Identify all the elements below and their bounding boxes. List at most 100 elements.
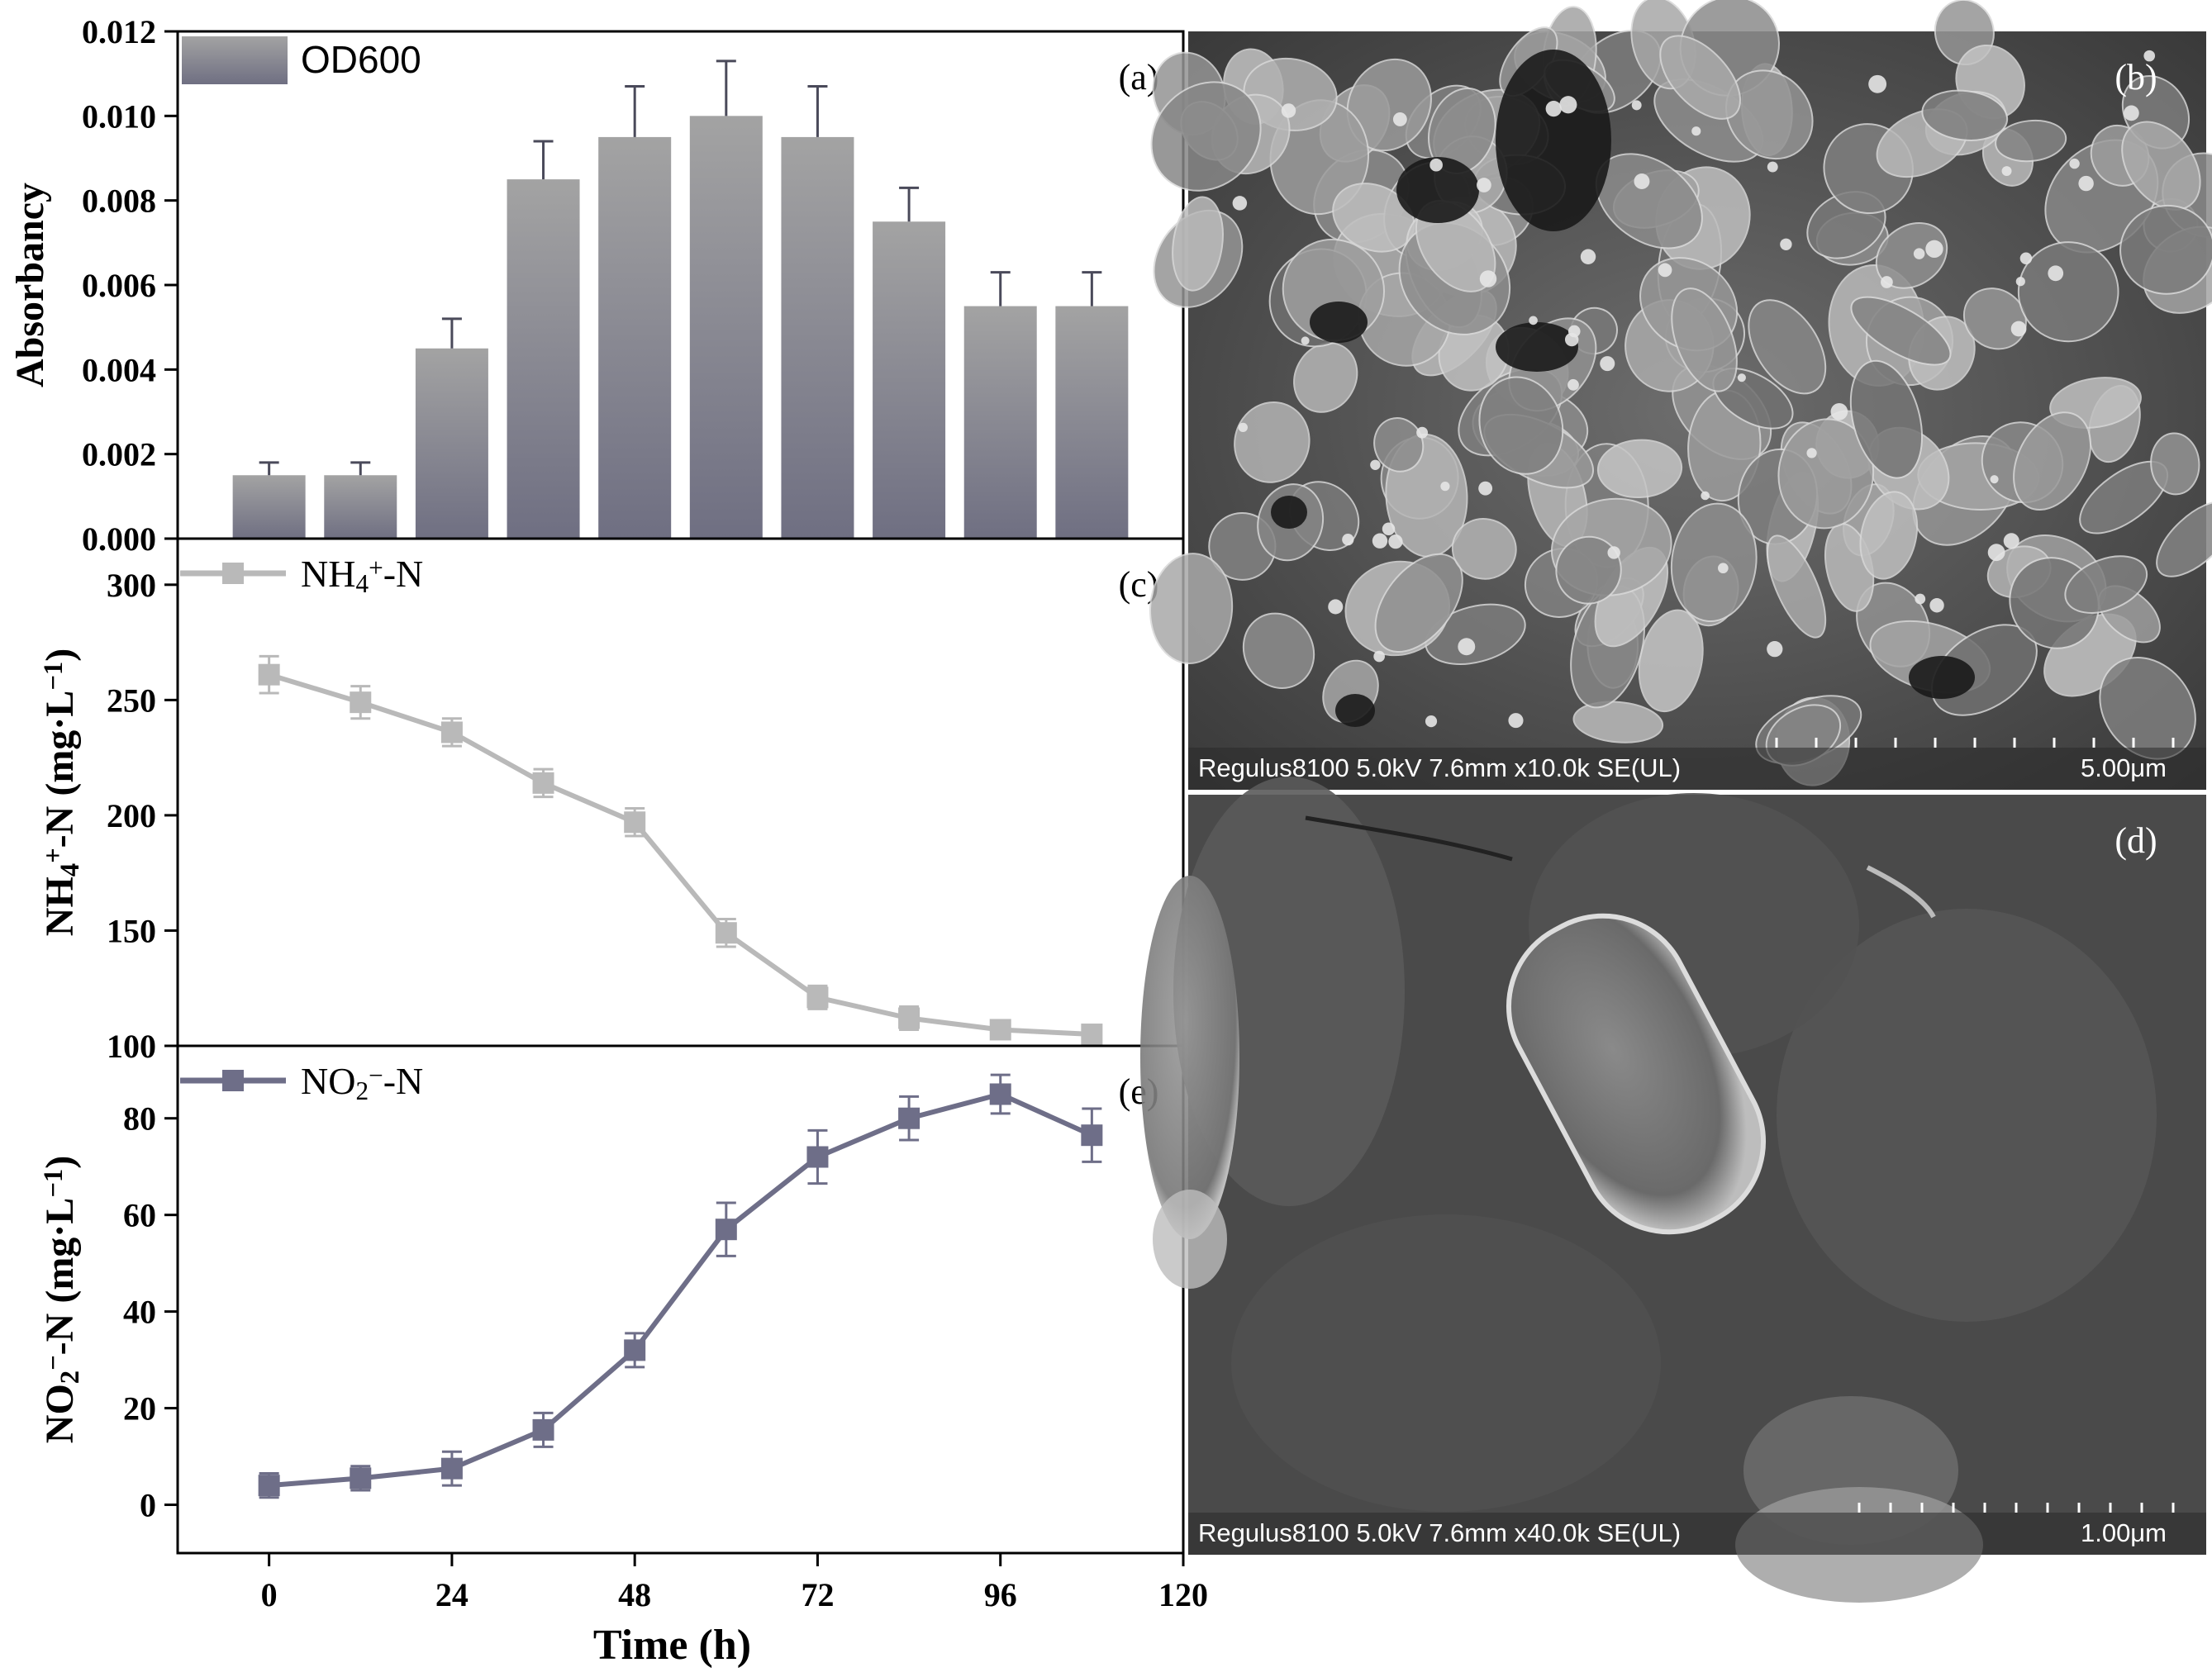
data-point xyxy=(715,1219,737,1241)
sem-image-d-texture xyxy=(1140,777,2157,1603)
sem-granule xyxy=(2078,175,2094,192)
sem-cell xyxy=(1638,609,1704,713)
y-tick-label: 40 xyxy=(123,1294,156,1331)
sem-granule xyxy=(1881,276,1893,288)
sem-cell xyxy=(1596,439,1683,498)
bar xyxy=(598,136,672,539)
sem-cell xyxy=(1172,196,1224,292)
data-point xyxy=(258,663,280,686)
sem-cell xyxy=(2017,241,2119,343)
sem-granule xyxy=(1564,332,1579,347)
sem-image-b: Regulus8100 5.0kV 7.6mm x10.0k SE(UL) 5.… xyxy=(1149,0,2212,790)
sem-cell xyxy=(2150,432,2200,496)
sem-cell xyxy=(1748,299,1827,395)
y-tick-label: 0.010 xyxy=(82,97,156,135)
sem-cell xyxy=(1875,222,1948,289)
sem-cell xyxy=(1725,69,1814,160)
bar xyxy=(415,348,488,539)
y-tick-label: 0.008 xyxy=(82,183,156,220)
sem-granule xyxy=(1370,459,1381,470)
sem-cell xyxy=(1777,418,1875,530)
sem-granule xyxy=(2124,105,2139,121)
sem-cell xyxy=(1859,491,1919,580)
sem-granule xyxy=(1580,249,1596,264)
sem-cell xyxy=(1293,342,1358,413)
x-tick-label: 48 xyxy=(618,1576,651,1613)
bar xyxy=(689,116,763,539)
sem-granule xyxy=(1868,74,1887,93)
data-point xyxy=(350,691,372,714)
sem-image-d-scale: 1.00μm xyxy=(2081,1518,2167,1547)
sem-cell xyxy=(1425,603,1526,665)
y-tick-label: 0.012 xyxy=(82,13,156,50)
sem-cell xyxy=(1671,287,1738,392)
data-point xyxy=(806,986,829,1009)
data-point xyxy=(989,1083,1011,1105)
sem-cell xyxy=(1150,81,1262,192)
x-tick-label: 120 xyxy=(1158,1576,1208,1613)
x-tick-label: 72 xyxy=(801,1576,834,1613)
data-point xyxy=(806,1146,829,1168)
legend-label: OD600 xyxy=(301,38,421,81)
y-tick-label: 0.000 xyxy=(82,520,156,558)
sem-granule xyxy=(1780,238,1792,250)
sem-granule xyxy=(1567,378,1579,391)
bar xyxy=(781,136,854,539)
y-tick-label: 80 xyxy=(123,1100,156,1138)
sem-granule xyxy=(1529,316,1538,325)
sem-granule xyxy=(1382,522,1396,536)
sem-granule xyxy=(1806,448,1817,458)
x-tick-label: 96 xyxy=(984,1576,1017,1613)
plot-frame xyxy=(176,537,1185,1048)
sem-granule xyxy=(1737,373,1746,382)
bar xyxy=(232,475,306,539)
y-tick-label: 0.002 xyxy=(82,436,156,473)
panel-label-d: (d) xyxy=(2114,820,2157,861)
sem-pore xyxy=(1396,157,1479,223)
sem-cell xyxy=(1149,553,1234,664)
sem-granule xyxy=(1913,248,1925,259)
sem-image-b-info: Regulus8100 5.0kV 7.6mm x10.0k SE(UL) xyxy=(1198,753,1681,782)
bar xyxy=(963,306,1037,539)
data-point xyxy=(624,1339,646,1361)
panel-label: (a) xyxy=(1119,57,1159,97)
sem-pore xyxy=(1271,496,1307,529)
sem-granule xyxy=(1658,263,1672,278)
y-axis-label: NO2−-N (mg·L−1) xyxy=(38,1156,85,1443)
sem-granule xyxy=(1634,173,1650,189)
sem-granule xyxy=(1545,100,1562,117)
sem-crack xyxy=(1866,865,1936,919)
sem-cell xyxy=(1995,119,2067,163)
sem-pore xyxy=(1909,656,1975,699)
sem-granule xyxy=(1767,641,1783,658)
data-point xyxy=(258,1475,280,1497)
sem-cell xyxy=(1921,89,2009,141)
sem-granule xyxy=(1767,161,1778,173)
sem-granule xyxy=(1929,598,1944,613)
sem-granule xyxy=(1990,475,1999,484)
sem-cell xyxy=(1374,553,1463,653)
y-tick-label: 0.006 xyxy=(82,267,156,304)
sem-granule xyxy=(2143,50,2156,62)
legend-label: NO2−-N xyxy=(301,1060,423,1105)
x-axis-label: Time (h) xyxy=(593,1622,751,1669)
panel-label-b: (b) xyxy=(2114,57,2157,97)
y-tick-label: 0 xyxy=(140,1487,156,1524)
sem-granule xyxy=(1373,650,1385,663)
sem-cell-edge xyxy=(1140,876,1239,1239)
sem-granule xyxy=(2069,158,2080,169)
sem-granule xyxy=(1718,563,1729,574)
sem-granule xyxy=(2019,252,2033,264)
sem-granule xyxy=(2003,533,2019,549)
y-tick-label: 0.004 xyxy=(82,351,156,388)
sem-pore xyxy=(1335,694,1375,727)
sem-cell-edge xyxy=(1153,1190,1227,1289)
sem-granule xyxy=(1915,593,1926,605)
legend-swatch xyxy=(182,36,288,84)
sem-granule xyxy=(1508,713,1524,729)
sem-granule xyxy=(1478,481,1493,496)
sem-bacterium xyxy=(1506,913,1767,1235)
series-line xyxy=(268,672,1092,1038)
legend-label: NH4+-N xyxy=(301,553,423,598)
data-point xyxy=(715,922,737,944)
